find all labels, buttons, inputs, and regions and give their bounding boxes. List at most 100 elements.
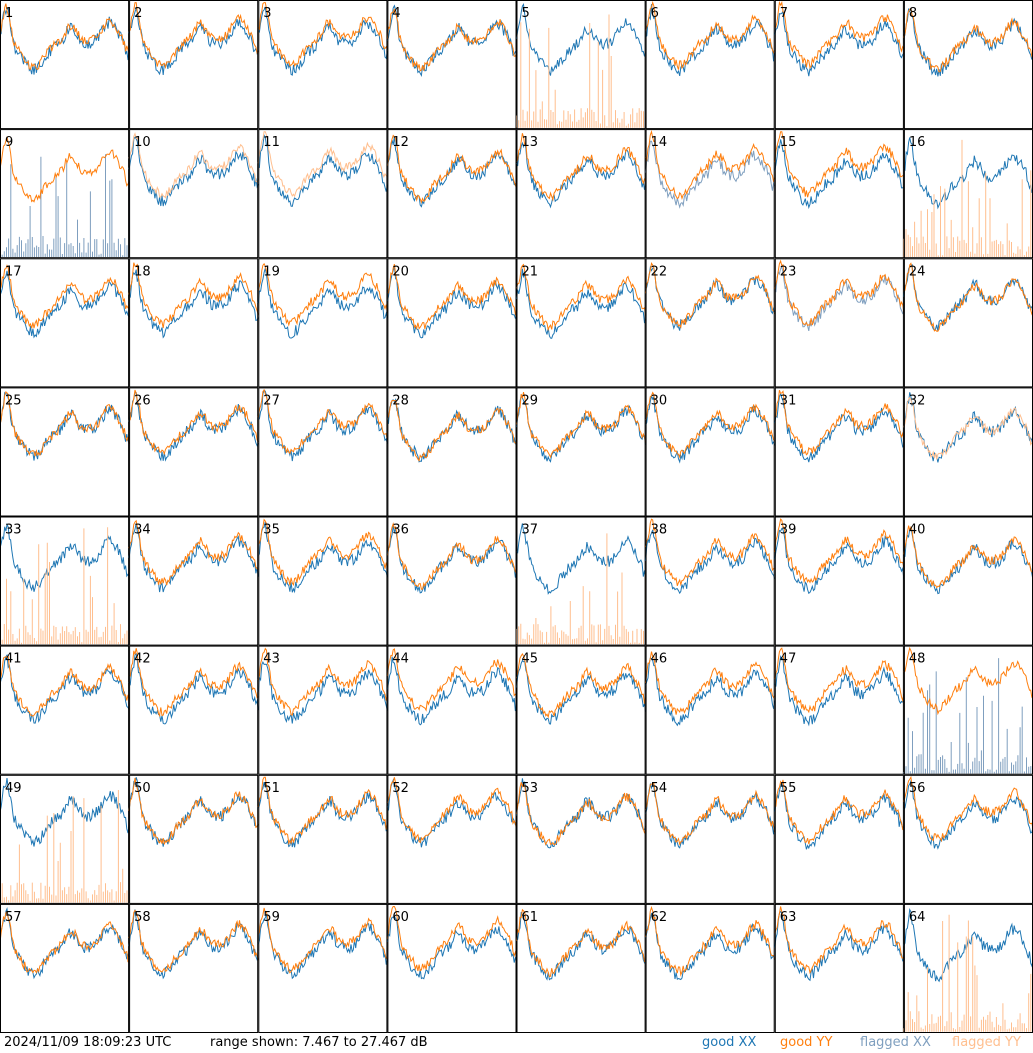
panel-40: 40 <box>903 516 1033 646</box>
panel-frame-2 <box>129 0 259 130</box>
panel-35: 35 <box>257 516 388 646</box>
series-yy-panel-43 <box>257 647 388 716</box>
panel-16: 16 <box>903 129 1033 259</box>
panel-frame-27 <box>258 387 388 517</box>
panel-label-13: 13 <box>522 135 539 150</box>
panel-5: 5 <box>516 0 647 130</box>
series-yy-panel-50 <box>128 777 259 845</box>
panel-label-49: 49 <box>5 781 22 796</box>
panel-label-54: 54 <box>651 781 668 796</box>
panel-57: 57 <box>0 903 130 1033</box>
series-yy-panel-7 <box>774 0 905 69</box>
series-xx-panel-31 <box>774 392 905 463</box>
panel-50: 50 <box>128 774 259 904</box>
panel-label-9: 9 <box>5 135 13 150</box>
series-xx-panel-46 <box>645 657 776 727</box>
panel-label-37: 37 <box>522 523 539 538</box>
panel-frame-47 <box>774 645 904 775</box>
panel-26: 26 <box>128 387 259 517</box>
panel-label-26: 26 <box>134 393 151 408</box>
panel-38: 38 <box>645 516 776 646</box>
panel-frame-14 <box>645 129 775 259</box>
panel-label-48: 48 <box>909 652 926 667</box>
panel-22: 22 <box>645 258 776 388</box>
series-yy-panel-49 <box>0 790 130 903</box>
series-xx-panel-56 <box>903 779 1033 850</box>
panel-frame-58 <box>129 903 259 1033</box>
panel-frame-10 <box>129 129 259 259</box>
panel-frame-22 <box>645 258 775 388</box>
panel-label-34: 34 <box>134 523 151 538</box>
panel-label-24: 24 <box>909 264 926 279</box>
series-xx-panel-32 <box>903 392 1033 463</box>
series-xx-panel-26 <box>128 391 259 462</box>
panel-frame-55 <box>774 774 904 904</box>
panel-frame-12 <box>387 129 517 259</box>
panel-63: 63 <box>774 903 905 1033</box>
panel-24: 24 <box>903 258 1033 388</box>
series-yy-panel-53 <box>516 782 646 846</box>
series-yy-panel-14 <box>645 129 776 200</box>
panel-label-7: 7 <box>780 6 788 21</box>
panel-label-63: 63 <box>780 910 797 925</box>
panel-frame-54 <box>645 774 775 904</box>
panel-label-59: 59 <box>263 910 280 925</box>
series-yy-panel-32 <box>903 396 1033 460</box>
panel-frame-44 <box>387 645 517 775</box>
series-xx-panel-18 <box>128 269 259 339</box>
panel-label-52: 52 <box>392 781 409 796</box>
series-xx-panel-4 <box>386 4 517 77</box>
series-xx-panel-43 <box>257 660 388 724</box>
panel-frame-15 <box>774 129 904 259</box>
panel-36: 36 <box>386 516 517 646</box>
legend-good-yy: good YY <box>780 1035 833 1050</box>
panel-frame-21 <box>516 258 646 388</box>
panel-frame-13 <box>516 129 646 259</box>
series-yy-panel-55 <box>774 779 905 845</box>
series-xx-panel-11 <box>258 133 388 207</box>
panel-27: 27 <box>257 387 388 517</box>
series-yy-panel-21 <box>516 263 647 332</box>
series-yy-panel-6 <box>645 0 776 70</box>
panel-label-61: 61 <box>522 910 539 925</box>
panel-frame-42 <box>129 645 259 775</box>
series-yy-panel-15 <box>774 131 904 198</box>
legend-flagged-xx: flagged XX <box>860 1035 931 1050</box>
panel-frame-45 <box>516 645 646 775</box>
series-yy-panel-19 <box>257 262 388 327</box>
series-yy-panel-16 <box>903 139 1033 257</box>
panel-frame-28 <box>387 387 517 517</box>
panel-56: 56 <box>903 774 1033 904</box>
panel-11: 11 <box>257 129 388 259</box>
panel-label-64: 64 <box>909 910 926 925</box>
panel-label-47: 47 <box>780 652 797 667</box>
series-xx-panel-8 <box>903 8 1033 77</box>
panel-label-23: 23 <box>780 264 797 279</box>
series-yy-panel-4 <box>386 8 517 72</box>
panel-frame-9 <box>0 129 130 259</box>
panel-label-11: 11 <box>263 135 280 150</box>
panel-6: 6 <box>645 0 776 130</box>
panel-label-57: 57 <box>5 910 22 925</box>
panel-43: 43 <box>257 645 388 775</box>
panel-32: 32 <box>903 387 1033 517</box>
panel-12: 12 <box>386 129 517 259</box>
series-xx-panel-39 <box>774 527 905 595</box>
series-yy-panel-56 <box>903 775 1033 843</box>
panel-label-58: 58 <box>134 910 151 925</box>
series-yy-panel-36 <box>386 522 517 590</box>
panel-58: 58 <box>128 903 259 1033</box>
panel-15: 15 <box>774 129 905 259</box>
panel-frame-49 <box>0 774 130 904</box>
series-yy-panel-51 <box>257 776 388 846</box>
panel-42: 42 <box>128 645 259 775</box>
panel-label-51: 51 <box>263 781 280 796</box>
series-yy-panel-61 <box>516 908 646 978</box>
panel-label-45: 45 <box>522 652 539 667</box>
panel-61: 61 <box>516 903 647 1033</box>
series-yy-panel-11 <box>257 131 388 198</box>
panel-frame-7 <box>774 0 904 130</box>
panel-17: 17 <box>0 258 130 388</box>
panel-frame-35 <box>258 516 388 646</box>
panel-label-35: 35 <box>263 523 280 538</box>
